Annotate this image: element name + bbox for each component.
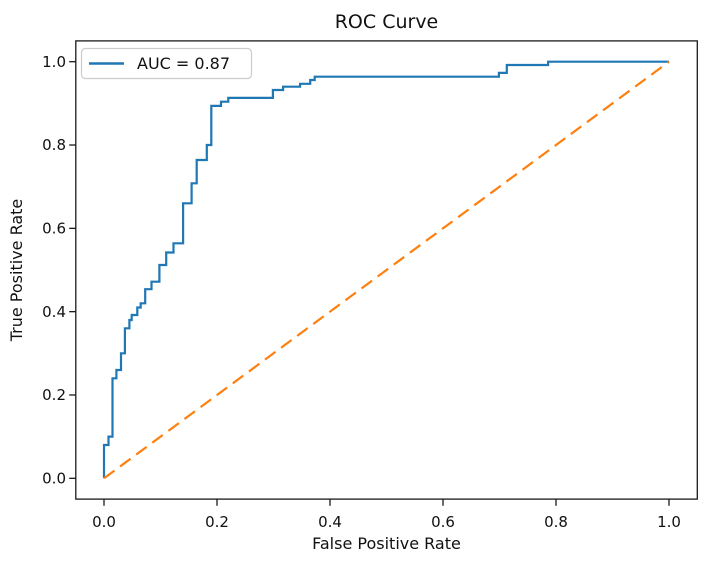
chance-diagonal-line (103, 60, 670, 480)
plot-frame (75, 40, 698, 500)
roc-curve-line (102, 60, 669, 479)
x-tick-label: 1.0 (657, 513, 681, 531)
x-tick-label: 0.8 (544, 513, 568, 531)
y-tick-label: 0.0 (42, 470, 66, 488)
y-tick-label: 0.8 (42, 136, 66, 154)
y-tick-label: 0.2 (42, 386, 66, 404)
legend-box (80, 47, 253, 80)
y-tick-label: 0.6 (42, 220, 66, 238)
x-tick-label: 0.6 (431, 513, 455, 531)
y-axis-label: True Positive Rate (7, 199, 26, 343)
x-axis-label: False Positive Rate (312, 534, 461, 553)
chart-title: ROC Curve (335, 11, 439, 33)
legend: AUC = 0.87 (80, 47, 253, 80)
legend-label: AUC = 0.87 (137, 54, 230, 73)
y-axis: 0.0 0.2 0.4 0.6 0.8 1.0 (42, 53, 76, 488)
x-tick-label: 0.2 (205, 513, 229, 531)
x-tick-label: 0.4 (318, 513, 342, 531)
x-axis: 0.0 0.2 0.4 0.6 0.8 1.0 (92, 499, 681, 531)
x-tick-label: 0.0 (92, 513, 116, 531)
y-tick-label: 1.0 (42, 53, 66, 71)
data-series (102, 60, 670, 480)
y-tick-label: 0.4 (42, 303, 66, 321)
